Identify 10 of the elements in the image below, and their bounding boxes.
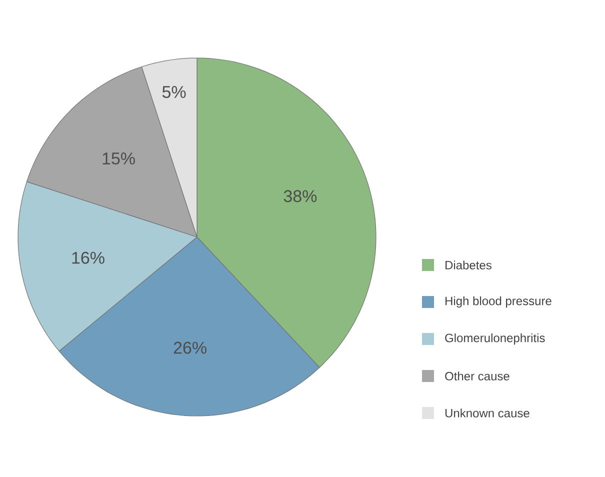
legend-label: Diabetes [446,260,492,270]
legend-label: High blood pressure [446,296,552,308]
data-label: 16% [72,252,104,264]
legend-label: Glomerulonephritis [445,333,545,345]
legend-label: Other cause [445,372,510,380]
legend-label: Unknown cause [445,408,530,418]
data-label: 15% [102,152,135,165]
data-label: 5% [162,86,186,98]
data-label: 26% [174,342,206,354]
data-label: 38% [284,190,317,202]
